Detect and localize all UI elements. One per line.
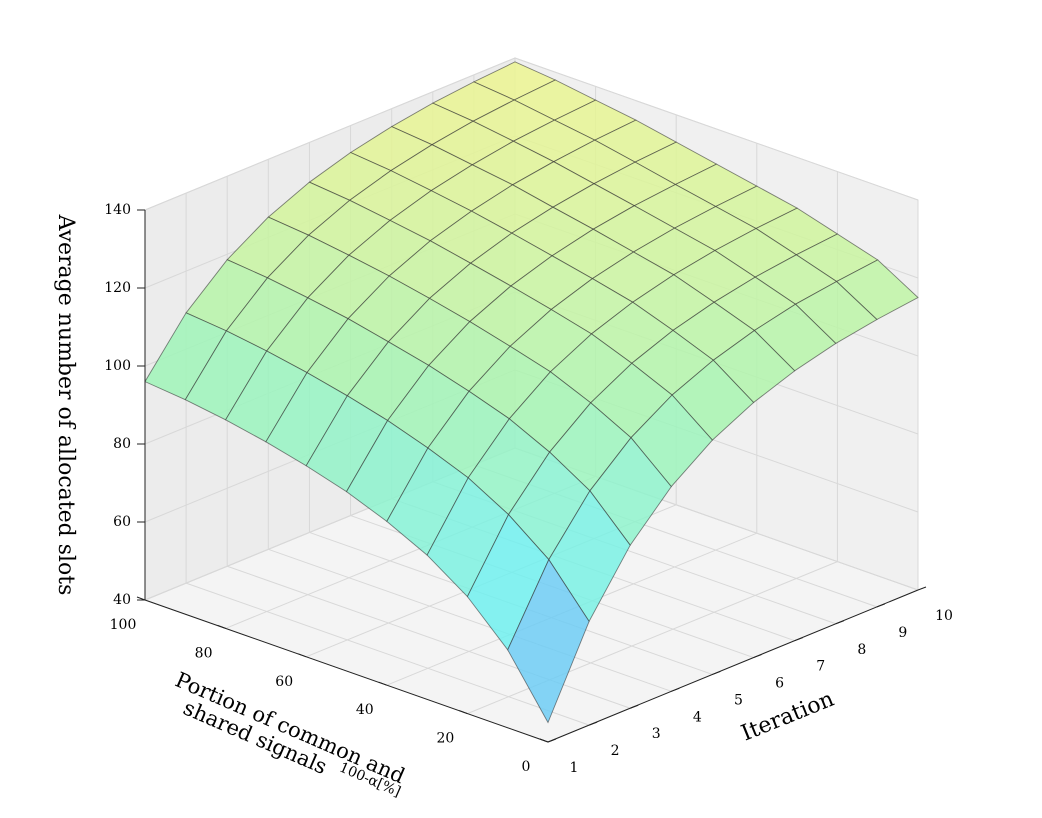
- y-tick-label: 6: [775, 676, 784, 692]
- y-tick: [794, 637, 803, 642]
- y-tick: [630, 704, 639, 709]
- y-tick-label: 5: [734, 692, 743, 708]
- y-tick: [917, 586, 927, 591]
- x-axis: [144, 599, 549, 743]
- x-tick-label: 80: [195, 645, 213, 661]
- y-tick-label: 8: [857, 642, 866, 658]
- grid-line: [514, 57, 919, 201]
- grid-line: [185, 582, 590, 726]
- surface-patch: [507, 558, 590, 724]
- y-tick: [547, 738, 557, 743]
- z-tick-label: 60: [113, 514, 131, 530]
- x-tick-label: 40: [356, 702, 374, 718]
- axes: 0 20 40 60 80 100 1 2 3 4 5 6 7 8 9 10 40 60 80 100 120 140: [104, 202, 953, 776]
- y-tick-label: 1: [570, 760, 579, 776]
- grid-line: [144, 57, 516, 211]
- x-tick: [298, 653, 307, 658]
- y-tick-label: 2: [611, 743, 620, 759]
- y-tick-label: 4: [693, 709, 702, 725]
- x-tick: [217, 624, 226, 629]
- x-tick: [459, 710, 468, 715]
- z-tick-label: 80: [113, 436, 131, 452]
- y-axis-label: Iteration: [738, 687, 838, 747]
- x-tick: [539, 738, 549, 743]
- y-tick-label: 7: [816, 659, 825, 675]
- z-tick-label: 140: [104, 202, 131, 218]
- z-axis-label: Average number of allocated slots: [53, 214, 78, 596]
- y-tick: [876, 603, 886, 608]
- y-tick: [588, 721, 598, 726]
- z-tick-label: 100: [104, 358, 131, 374]
- x-tick-label: 60: [275, 674, 293, 690]
- y-tick: [835, 620, 844, 625]
- y-tick: [671, 687, 680, 692]
- x-tick-label: 20: [436, 731, 454, 747]
- surface: [144, 61, 919, 724]
- x-tick: [378, 681, 387, 686]
- y-tick: [712, 670, 721, 675]
- y-axis: [547, 589, 919, 743]
- x-tick-label: 0: [522, 759, 531, 775]
- x-tick-label: 100: [110, 617, 137, 633]
- y-tick-label: 10: [935, 608, 953, 624]
- z-tick-label: 120: [104, 280, 131, 296]
- grid-line: [268, 548, 672, 692]
- y-tick-label: 3: [652, 726, 661, 742]
- y-tick: [753, 654, 762, 659]
- z-tick-label: 40: [113, 592, 131, 608]
- y-tick-label: 9: [898, 625, 907, 641]
